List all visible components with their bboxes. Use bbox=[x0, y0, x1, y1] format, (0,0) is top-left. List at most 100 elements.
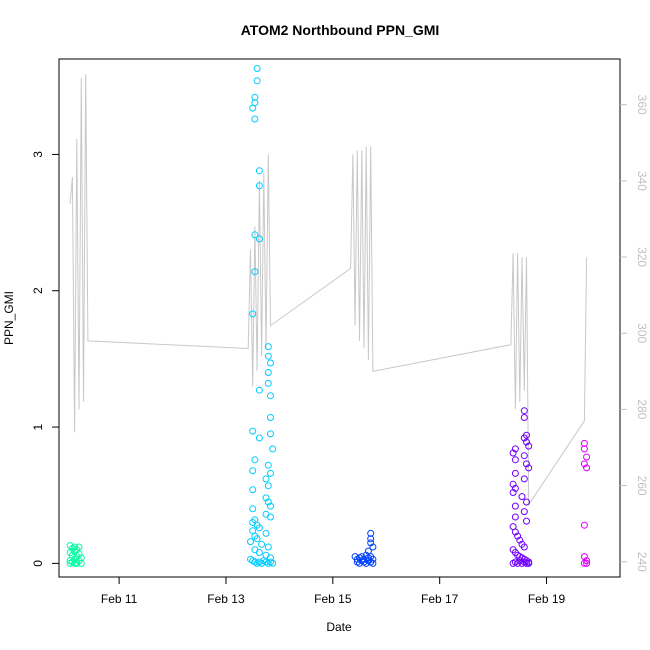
data-point bbox=[267, 392, 274, 400]
data-point bbox=[509, 449, 517, 457]
data-point bbox=[264, 461, 272, 469]
data-point bbox=[255, 182, 263, 190]
y-axis-left: 0 1 2 3 bbox=[31, 151, 59, 567]
data-point bbox=[520, 407, 528, 415]
data-point bbox=[367, 539, 375, 547]
data-point bbox=[511, 484, 519, 492]
data-point bbox=[516, 536, 524, 544]
data-point bbox=[255, 549, 263, 556]
data-point bbox=[77, 559, 85, 567]
data-point bbox=[267, 469, 274, 477]
x-axis-label: Date bbox=[326, 620, 352, 634]
chart-title: ATOM2 Northbound PPN_GMI bbox=[241, 22, 440, 38]
data-point bbox=[267, 502, 274, 510]
y-tick-label-right: 320 bbox=[635, 247, 649, 267]
data-point bbox=[369, 543, 377, 551]
data-point bbox=[253, 535, 261, 543]
data-point bbox=[264, 343, 272, 351]
data-point bbox=[253, 65, 261, 72]
data-point bbox=[511, 445, 519, 453]
data-point bbox=[255, 235, 263, 243]
data-point bbox=[511, 528, 519, 536]
data-point bbox=[367, 529, 375, 537]
data-point bbox=[247, 538, 254, 546]
data-point bbox=[520, 452, 528, 460]
data-point bbox=[520, 475, 528, 483]
data-point bbox=[511, 502, 519, 510]
data-point bbox=[264, 352, 272, 360]
y-tick-label-right: 260 bbox=[635, 476, 649, 496]
data-point bbox=[580, 521, 588, 529]
data-point bbox=[525, 559, 533, 567]
y-tick-label-left: 3 bbox=[31, 151, 45, 158]
data-point bbox=[523, 460, 530, 468]
data-point bbox=[523, 559, 530, 567]
data-point bbox=[255, 434, 263, 442]
data-point bbox=[253, 77, 261, 85]
series-4 bbox=[509, 407, 533, 567]
data-point bbox=[523, 517, 530, 525]
data-point bbox=[264, 498, 272, 506]
data-point bbox=[251, 268, 259, 276]
data-point bbox=[264, 379, 272, 387]
y-tick-label-right: 300 bbox=[635, 323, 649, 343]
data-point bbox=[249, 505, 257, 513]
data-point bbox=[251, 93, 259, 101]
data-point bbox=[269, 445, 277, 453]
data-point bbox=[511, 513, 519, 521]
data-point bbox=[251, 115, 259, 123]
data-point bbox=[369, 559, 377, 567]
data-point bbox=[520, 508, 528, 516]
data-point bbox=[249, 467, 257, 475]
data-point bbox=[509, 480, 517, 488]
y-axis-label: PPN_GMI bbox=[2, 291, 16, 345]
data-point bbox=[514, 532, 522, 540]
data-point bbox=[251, 456, 259, 464]
data-point bbox=[511, 456, 519, 464]
x-tick-label: Feb 19 bbox=[528, 592, 566, 606]
data-point bbox=[523, 438, 530, 446]
data-point bbox=[520, 434, 528, 442]
data-point bbox=[262, 475, 270, 483]
data-point bbox=[264, 543, 272, 551]
data-point bbox=[255, 524, 263, 532]
series-5 bbox=[580, 439, 591, 567]
y-tick-label-left: 2 bbox=[31, 287, 45, 294]
y-tick-label-right: 240 bbox=[635, 552, 649, 572]
data-point bbox=[525, 464, 533, 472]
data-point bbox=[520, 414, 528, 421]
x-tick-label: Feb 11 bbox=[101, 592, 138, 606]
data-point bbox=[583, 464, 591, 472]
data-point bbox=[267, 513, 274, 521]
secondary-line-layer bbox=[69, 74, 588, 507]
data-point bbox=[583, 559, 591, 567]
series-2 bbox=[247, 65, 277, 567]
y-tick-label-right: 280 bbox=[635, 399, 649, 419]
x-tick-label: Feb 13 bbox=[207, 592, 245, 606]
data-point bbox=[525, 442, 533, 450]
data-point bbox=[509, 489, 517, 496]
points-layer bbox=[66, 65, 591, 567]
data-point bbox=[249, 486, 257, 494]
data-point bbox=[262, 529, 270, 537]
data-point bbox=[255, 386, 263, 394]
data-point bbox=[580, 460, 588, 468]
data-point bbox=[520, 543, 528, 551]
data-point bbox=[68, 551, 76, 559]
x-tick-label: Feb 15 bbox=[314, 592, 352, 606]
y-tick-label-right: 340 bbox=[635, 171, 649, 191]
x-tick-label: Feb 17 bbox=[421, 592, 459, 606]
data-point bbox=[267, 430, 274, 438]
series-1 bbox=[66, 542, 85, 567]
data-point bbox=[511, 469, 519, 477]
y-tick-label-left: 1 bbox=[31, 423, 45, 430]
data-point bbox=[583, 453, 591, 461]
data-point bbox=[267, 359, 274, 367]
data-point bbox=[369, 555, 377, 563]
data-point bbox=[367, 535, 375, 543]
data-point bbox=[267, 414, 274, 421]
data-point bbox=[75, 543, 83, 551]
data-point bbox=[249, 104, 257, 112]
